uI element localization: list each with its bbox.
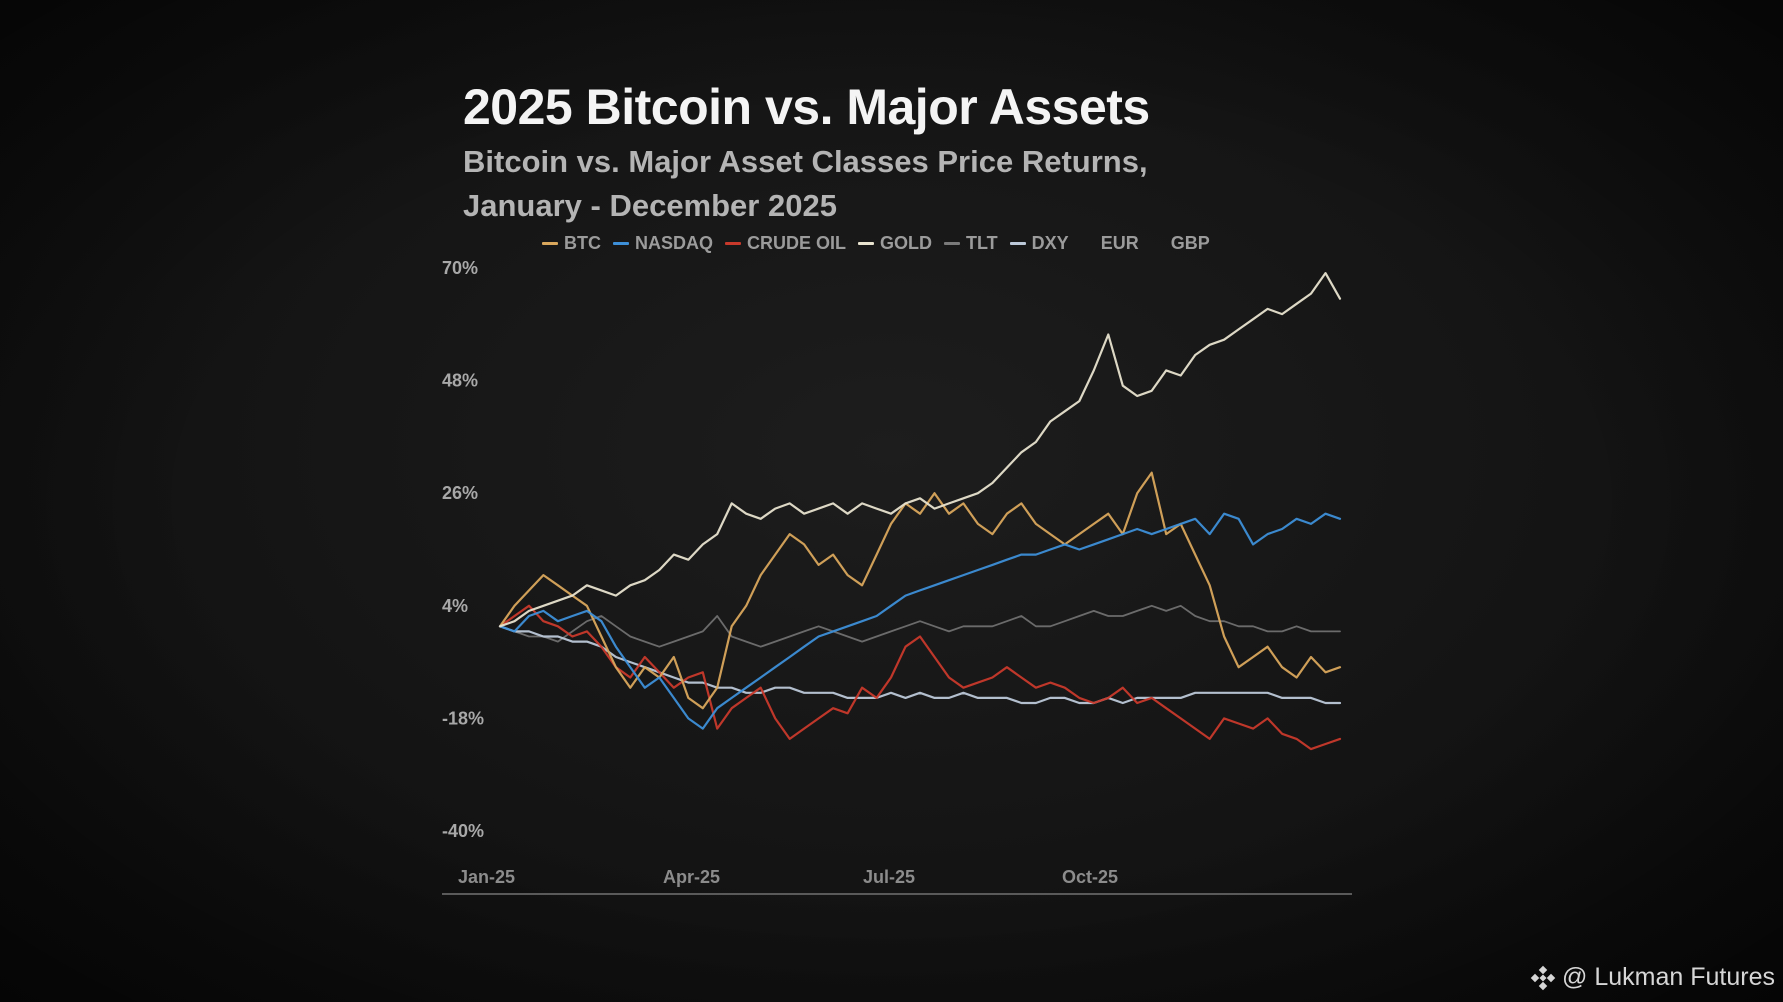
- legend-label-btc: BTC: [564, 233, 601, 253]
- legend-label-gold: GOLD: [880, 233, 933, 253]
- legend-item-eur: EUR: [1081, 233, 1139, 254]
- legend-swatch-crude-oil: [725, 242, 742, 245]
- legend-label-dxy: DXY: [1031, 233, 1069, 253]
- legend-item-dxy: DXY: [1009, 233, 1069, 254]
- y-tick-label: 26%: [442, 483, 478, 503]
- legend-item-crude-oil: CRUDE OIL: [725, 233, 846, 254]
- y-tick-label: -18%: [442, 708, 484, 728]
- legend-label-tlt: TLT: [966, 233, 998, 253]
- legend-label-nasdaq: NASDAQ: [635, 233, 714, 253]
- y-tick-label: -40%: [442, 821, 484, 841]
- watermark-text: @ Lukman Futures: [1562, 963, 1775, 991]
- series-line-nasdaq: [498, 512, 1342, 730]
- x-tick-label: Jul-25: [863, 867, 915, 887]
- x-axis: Jan-25 Apr-25 Jul-25 Oct-25: [458, 867, 1118, 887]
- watermark: @ Lukman Futures: [1530, 963, 1775, 992]
- legend-label-eur: EUR: [1100, 233, 1139, 253]
- legend-swatch-btc: [542, 242, 558, 245]
- legend-swatch-tlt: [944, 242, 961, 245]
- subtitle-line-1: Bitcoin vs. Major Asset Classes Price Re…: [463, 144, 1148, 179]
- legend-item-nasdaq: NASDAQ: [613, 233, 713, 254]
- chart-subtitle: Bitcoin vs. Major Asset Classes Price Re…: [463, 140, 1148, 228]
- series-line-gold: [498, 272, 1342, 628]
- legend-item-gbp: GBP: [1151, 233, 1210, 254]
- legend-swatch-dxy: [1009, 242, 1026, 245]
- y-tick-label: 48%: [442, 371, 478, 391]
- legend-label-crude-oil: CRUDE OIL: [747, 233, 847, 253]
- legend-item-gold: GOLD: [858, 233, 932, 254]
- x-tick-label: Oct-25: [1062, 867, 1118, 887]
- chart-title: 2025 Bitcoin vs. Major Assets: [463, 79, 1150, 135]
- legend-item-tlt: TLT: [944, 233, 998, 254]
- x-tick-label: Apr-25: [663, 867, 720, 887]
- legend-swatch-nasdaq: [613, 242, 629, 245]
- series-layer: [498, 272, 1342, 751]
- y-tick-label: 4%: [442, 596, 468, 616]
- y-tick-label: 70%: [442, 258, 478, 278]
- binance-logo-icon: [1530, 965, 1556, 990]
- x-tick-label: Jan-25: [458, 867, 515, 887]
- y-axis: 70% 48% 26% 4% -18% -40%: [442, 258, 484, 841]
- legend-item-btc: BTC: [542, 233, 601, 254]
- legend-label-gbp: GBP: [1170, 233, 1210, 253]
- series-line-tlt: [499, 604, 1341, 648]
- series-line-btc: [498, 471, 1342, 710]
- legend-swatch-gold: [858, 242, 875, 245]
- subtitle-line-2: January - December 2025: [463, 188, 837, 223]
- chart-legend: BTC NASDAQ CRUDE OIL GOLD TLT DXY EUR GB…: [542, 233, 1210, 254]
- series-line-crude-oil: [498, 604, 1342, 751]
